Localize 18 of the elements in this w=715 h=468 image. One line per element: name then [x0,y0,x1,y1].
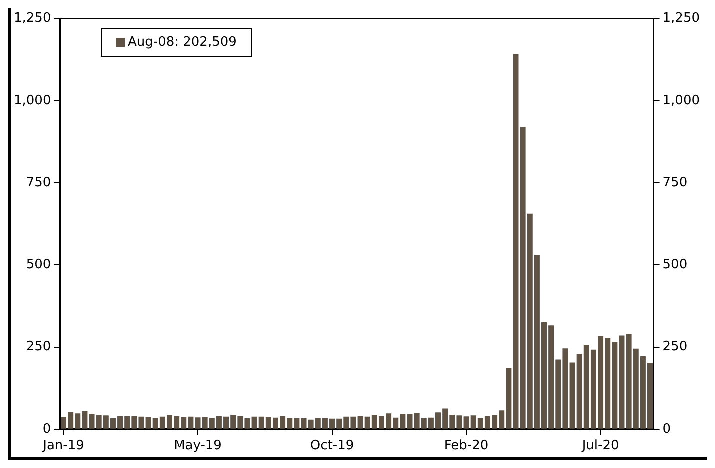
x-tick-label: Oct-19 [310,438,354,454]
y2-tick-label: 250 [662,340,688,355]
y-tick-label: 500 [26,258,52,273]
y-tick-label: 1,000 [14,93,52,108]
y-tick-label: 750 [26,175,52,190]
y2-tick-label: 500 [662,258,688,273]
x-tick-label: Jan-19 [42,438,84,454]
y2-tick-label: 1,000 [662,93,700,108]
y-tick-label: 1,250 [14,11,52,26]
x-tick-label: Feb-20 [444,438,489,454]
y2-tick-label: 0 [662,422,672,437]
y2-tick-label: 750 [662,175,688,190]
x-tick-label: May-19 [174,438,222,454]
y2-tick-label: 1,250 [662,11,700,26]
y-tick-label: 250 [26,340,52,355]
legend-label: Aug-08: 202,509 [128,35,237,50]
x-tick-label: Jul-20 [581,438,620,454]
y-tick-label: 0 [42,422,52,437]
